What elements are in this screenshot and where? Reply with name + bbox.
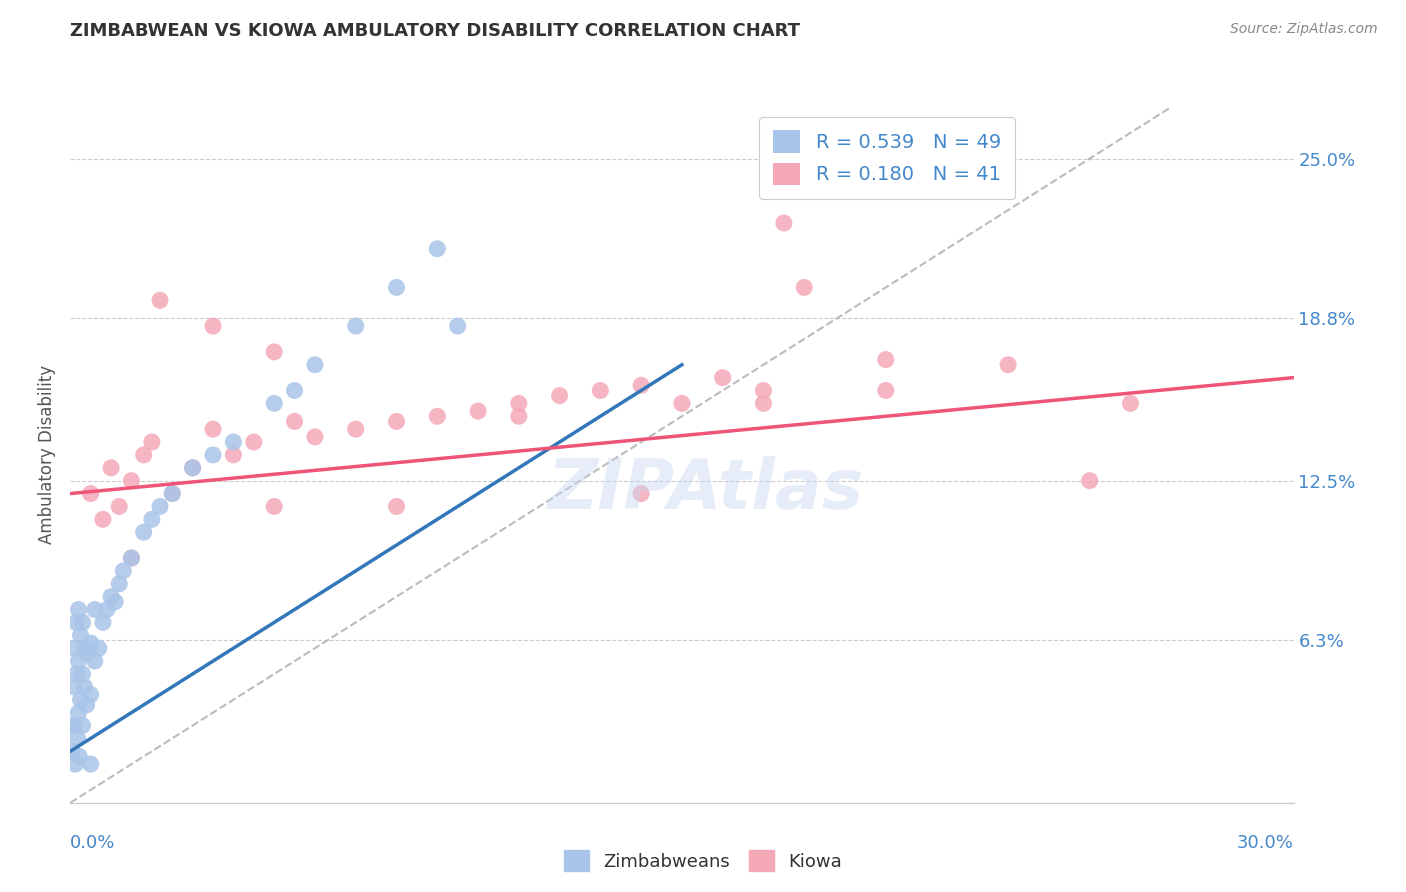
Point: [752, 384, 775, 398]
Point: [344, 422, 367, 436]
Point: [63, 641, 86, 656]
Point: [108, 576, 131, 591]
Point: [67, 654, 90, 668]
Point: [793, 280, 815, 294]
Point: [773, 216, 796, 230]
Point: [66, 731, 89, 746]
Point: [508, 409, 530, 424]
Point: [385, 280, 408, 294]
Point: [132, 448, 155, 462]
Point: [202, 422, 225, 436]
Point: [671, 396, 693, 410]
Point: [87, 641, 110, 656]
Point: [304, 430, 326, 444]
Point: [467, 404, 489, 418]
Point: [76, 646, 98, 660]
Point: [73, 680, 96, 694]
Point: [121, 551, 143, 566]
Point: [222, 448, 245, 462]
Point: [426, 409, 449, 424]
Point: [76, 698, 98, 712]
Point: [60, 718, 83, 732]
Point: [263, 500, 285, 514]
Point: [162, 486, 183, 500]
Point: [69, 692, 91, 706]
Point: [67, 749, 90, 764]
Point: [91, 615, 114, 630]
Point: [385, 500, 408, 514]
Point: [83, 602, 105, 616]
Point: [508, 396, 530, 410]
Text: Source: ZipAtlas.com: Source: ZipAtlas.com: [1230, 22, 1378, 37]
Point: [67, 602, 90, 616]
Point: [304, 358, 326, 372]
Text: ZIPAtlas: ZIPAtlas: [548, 456, 865, 524]
Y-axis label: Ambulatory Disability: Ambulatory Disability: [38, 366, 56, 544]
Point: [104, 595, 127, 609]
Point: [344, 319, 367, 334]
Point: [132, 525, 155, 540]
Point: [263, 396, 285, 410]
Point: [63, 757, 86, 772]
Point: [162, 486, 183, 500]
Point: [149, 500, 172, 514]
Point: [263, 344, 285, 359]
Point: [79, 688, 103, 702]
Point: [108, 500, 131, 514]
Legend: R = 0.539   N = 49, R = 0.180   N = 41: R = 0.539 N = 49, R = 0.180 N = 41: [759, 117, 1015, 199]
Point: [548, 389, 571, 403]
Point: [284, 384, 307, 398]
Text: ZIMBABWEAN VS KIOWA AMBULATORY DISABILITY CORRELATION CHART: ZIMBABWEAN VS KIOWA AMBULATORY DISABILIT…: [70, 22, 800, 40]
Point: [589, 384, 612, 398]
Point: [711, 370, 734, 384]
Point: [875, 384, 897, 398]
Point: [83, 654, 105, 668]
Point: [243, 435, 266, 450]
Point: [181, 460, 204, 475]
Point: [79, 486, 103, 500]
Point: [79, 757, 103, 772]
Point: [72, 615, 94, 630]
Point: [112, 564, 135, 578]
Point: [141, 512, 163, 526]
Point: [65, 667, 87, 681]
Text: 30.0%: 30.0%: [1237, 834, 1294, 852]
Point: [630, 378, 652, 392]
Point: [752, 396, 775, 410]
Point: [121, 474, 143, 488]
Point: [284, 414, 307, 428]
Point: [997, 358, 1019, 372]
Point: [202, 448, 225, 462]
Point: [72, 718, 94, 732]
Point: [91, 512, 114, 526]
Point: [202, 319, 225, 334]
Point: [1078, 474, 1101, 488]
Point: [69, 628, 91, 642]
Point: [65, 615, 87, 630]
Point: [63, 718, 86, 732]
Point: [79, 636, 103, 650]
Point: [875, 352, 897, 367]
Point: [385, 414, 408, 428]
Point: [60, 744, 83, 758]
Point: [96, 602, 118, 616]
Point: [72, 667, 94, 681]
Point: [141, 435, 163, 450]
Point: [121, 551, 143, 566]
Point: [181, 460, 204, 475]
Point: [447, 319, 470, 334]
Point: [630, 486, 652, 500]
Legend: Zimbabweans, Kiowa: Zimbabweans, Kiowa: [557, 843, 849, 879]
Point: [1119, 396, 1142, 410]
Point: [67, 706, 90, 720]
Text: 0.0%: 0.0%: [70, 834, 115, 852]
Point: [73, 641, 96, 656]
Point: [426, 242, 449, 256]
Point: [100, 590, 122, 604]
Point: [63, 680, 86, 694]
Point: [149, 293, 172, 308]
Point: [100, 460, 122, 475]
Point: [222, 435, 245, 450]
